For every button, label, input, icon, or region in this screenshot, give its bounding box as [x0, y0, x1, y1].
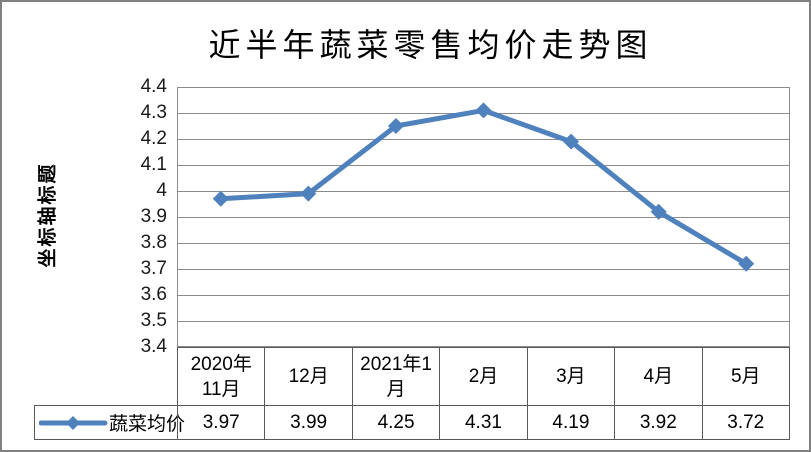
- legend-line-marker-icon: [39, 415, 108, 430]
- data-table-header-row: 2020年 11月 12月 2021年1 月 2月 3月 4月 5月: [177, 347, 790, 405]
- data-point-marker: [300, 185, 317, 202]
- category-header-cell: 3月: [526, 347, 615, 405]
- data-point-marker: [475, 102, 492, 119]
- y-tick-label: 3.4: [140, 336, 167, 357]
- y-tick-label: 3.6: [140, 284, 167, 305]
- data-point-marker: [563, 133, 580, 150]
- value-cell: 4.31: [439, 405, 527, 440]
- y-tick-label: 4.1: [140, 154, 167, 175]
- y-tick-label: 4.4: [140, 76, 167, 97]
- legend-diamond-icon: [66, 415, 80, 430]
- plot-border: [177, 87, 790, 347]
- data-table-value-row: 3.97 3.99 4.25 4.31 4.19 3.92 3.72: [177, 405, 790, 440]
- series-line: [218, 107, 749, 267]
- legend-series-label: 蔬菜均价: [109, 413, 186, 435]
- category-header-cell: 5月: [701, 347, 790, 405]
- category-header-cell: 2020年 11月: [177, 347, 265, 405]
- y-axis-title: 坐标轴标题: [36, 162, 59, 268]
- data-point-marker: [387, 118, 404, 134]
- value-cell: 3.99: [264, 405, 352, 440]
- y-tick-label: 3.8: [140, 232, 167, 253]
- value-cell: 4.19: [526, 405, 615, 440]
- data-point-marker: [650, 203, 667, 220]
- y-tick-label: 4.2: [140, 128, 167, 149]
- value-cell: 3.97: [177, 405, 265, 440]
- y-tick-label: 3.5: [140, 310, 167, 331]
- plot-area: [177, 87, 790, 347]
- y-tick-label: 3.7: [140, 258, 167, 279]
- value-cell: 3.72: [701, 405, 790, 440]
- value-cell: 3.92: [614, 405, 702, 440]
- value-cell: 4.25: [351, 405, 440, 440]
- y-tick-label: 4.3: [140, 102, 167, 123]
- category-header-cell: 2021年1 月: [351, 347, 440, 405]
- legend-cell: 蔬菜均价: [34, 405, 185, 440]
- category-header-cell: 12月: [264, 347, 352, 405]
- category-header-cell: 4月: [614, 347, 702, 405]
- category-header-cell: 2月: [439, 347, 527, 405]
- data-point-marker: [212, 190, 229, 207]
- chart-title: 近半年蔬菜零售均价走势图: [208, 26, 653, 64]
- y-tick-label: 3.9: [140, 206, 167, 227]
- y-tick-label: 4: [156, 180, 167, 201]
